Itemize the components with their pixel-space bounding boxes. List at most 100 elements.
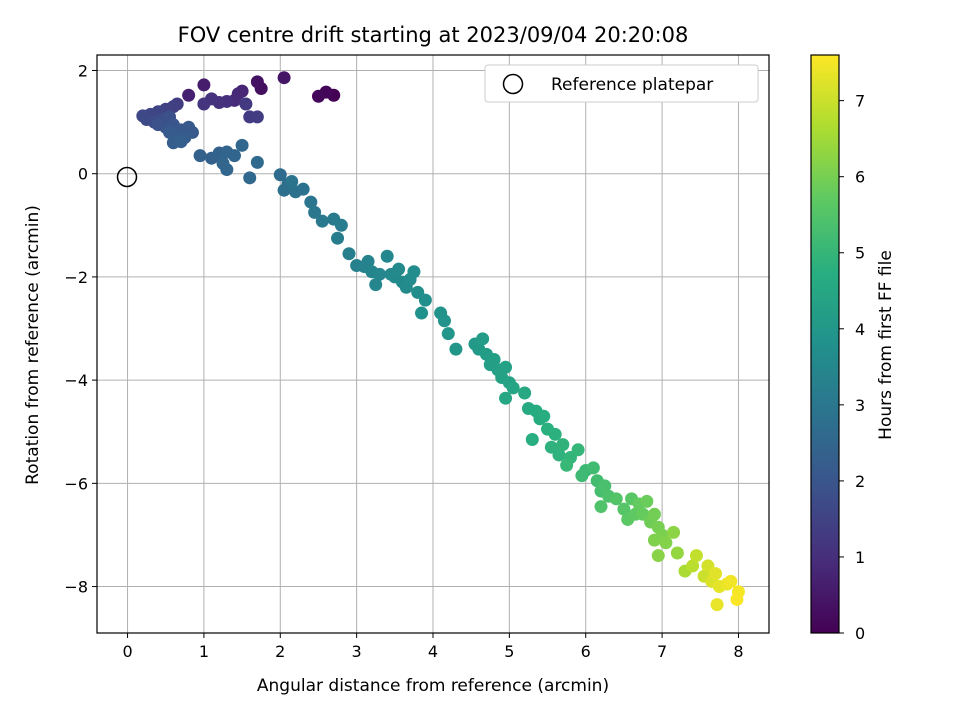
data-point (556, 438, 570, 452)
data-point (575, 469, 589, 483)
data-point (686, 559, 700, 573)
colorbar-tick-label: 5 (855, 244, 865, 263)
data-point (285, 174, 299, 188)
colorbar-tick-label: 1 (855, 548, 865, 567)
grid-lines (97, 55, 769, 633)
data-point (315, 214, 329, 228)
data-point (441, 327, 455, 341)
data-point (709, 567, 723, 581)
data-point (250, 110, 264, 124)
y-tick-label: −2 (64, 268, 88, 287)
colorbar-ticks: 0 1 2 3 4 5 6 7 (839, 92, 865, 643)
x-tick-label: 3 (352, 642, 362, 661)
data-point (609, 492, 623, 506)
data-point (331, 231, 345, 245)
data-point (250, 155, 264, 169)
data-point (689, 549, 703, 563)
data-point (437, 314, 451, 328)
data-point (369, 278, 383, 292)
y-tick-label: −6 (64, 474, 88, 493)
x-tick-label: 4 (428, 642, 438, 661)
data-point (499, 391, 513, 405)
colorbar-gradient (810, 54, 840, 634)
y-axis-ticks: −8 −6 −4 −2 0 2 (64, 61, 97, 597)
data-point (651, 549, 665, 563)
data-point (548, 427, 562, 441)
data-point (449, 342, 463, 356)
data-point (407, 265, 421, 279)
data-point (243, 171, 257, 185)
data-point (667, 525, 681, 539)
data-points (136, 71, 745, 612)
data-point (304, 195, 318, 209)
x-tick-label: 7 (657, 642, 667, 661)
data-point (239, 97, 253, 111)
data-point (659, 536, 673, 550)
x-tick-label: 5 (504, 642, 514, 661)
data-point (197, 78, 211, 92)
data-point (647, 533, 661, 547)
data-point (380, 249, 394, 263)
legend-box (484, 64, 759, 103)
data-point (193, 149, 207, 163)
data-point (361, 254, 375, 268)
y-tick-label: 2 (78, 61, 88, 80)
legend-marker (502, 73, 524, 95)
colorbar-label: Hours from first FF file (876, 250, 896, 440)
data-point (235, 138, 249, 152)
chart-title: FOV centre drift starting at 2023/09/04 … (178, 23, 689, 47)
data-point (373, 267, 387, 281)
x-tick-label: 1 (199, 642, 209, 661)
y-tick-label: −4 (64, 371, 88, 390)
data-point (537, 409, 551, 423)
data-point (552, 448, 566, 462)
data-point (487, 352, 501, 366)
data-point (525, 432, 539, 446)
x-tick-label: 8 (733, 642, 743, 661)
y-axis-label: Rotation from reference (arcmin) (23, 205, 43, 485)
data-point (571, 443, 585, 457)
data-point (220, 163, 234, 177)
data-point (277, 71, 291, 85)
colorbar-tick-label: 0 (855, 624, 865, 643)
colorbar-tick-label: 2 (855, 472, 865, 491)
data-point (296, 182, 310, 196)
data-point (617, 502, 631, 516)
data-point (586, 461, 600, 475)
data-point (277, 183, 291, 197)
data-point (506, 381, 520, 395)
data-point (415, 306, 429, 320)
data-point (197, 97, 211, 111)
legend-label: Reference platepar (551, 75, 713, 95)
data-point (499, 360, 513, 374)
y-tick-label: 0 (78, 165, 88, 184)
data-point (710, 598, 724, 612)
data-point (670, 546, 684, 560)
colorbar-tick-label: 4 (855, 320, 865, 339)
data-point (418, 293, 432, 307)
x-tick-label: 0 (122, 642, 132, 661)
data-point (334, 218, 348, 232)
data-point (273, 168, 287, 182)
data-point (182, 88, 196, 102)
data-point (594, 500, 608, 514)
data-point (598, 479, 612, 493)
data-point (640, 494, 654, 508)
x-tick-label: 2 (275, 642, 285, 661)
data-point (518, 386, 532, 400)
colorbar-tick-label: 6 (855, 168, 865, 187)
data-point (560, 458, 574, 472)
colorbar-tick-label: 7 (855, 92, 865, 111)
colorbar: 0 1 2 3 4 5 6 7 Hours from first FF file (810, 54, 896, 643)
colorbar-tick-label: 3 (855, 396, 865, 415)
data-point (311, 89, 325, 103)
x-axis-label: Angular distance from reference (arcmin) (257, 676, 609, 696)
y-tick-label: −8 (64, 578, 88, 597)
data-point (730, 592, 744, 606)
data-point (476, 332, 490, 346)
data-point (163, 125, 177, 139)
data-point (250, 75, 264, 89)
reference-marker (116, 166, 138, 188)
data-point (392, 262, 406, 276)
data-point (724, 574, 738, 588)
